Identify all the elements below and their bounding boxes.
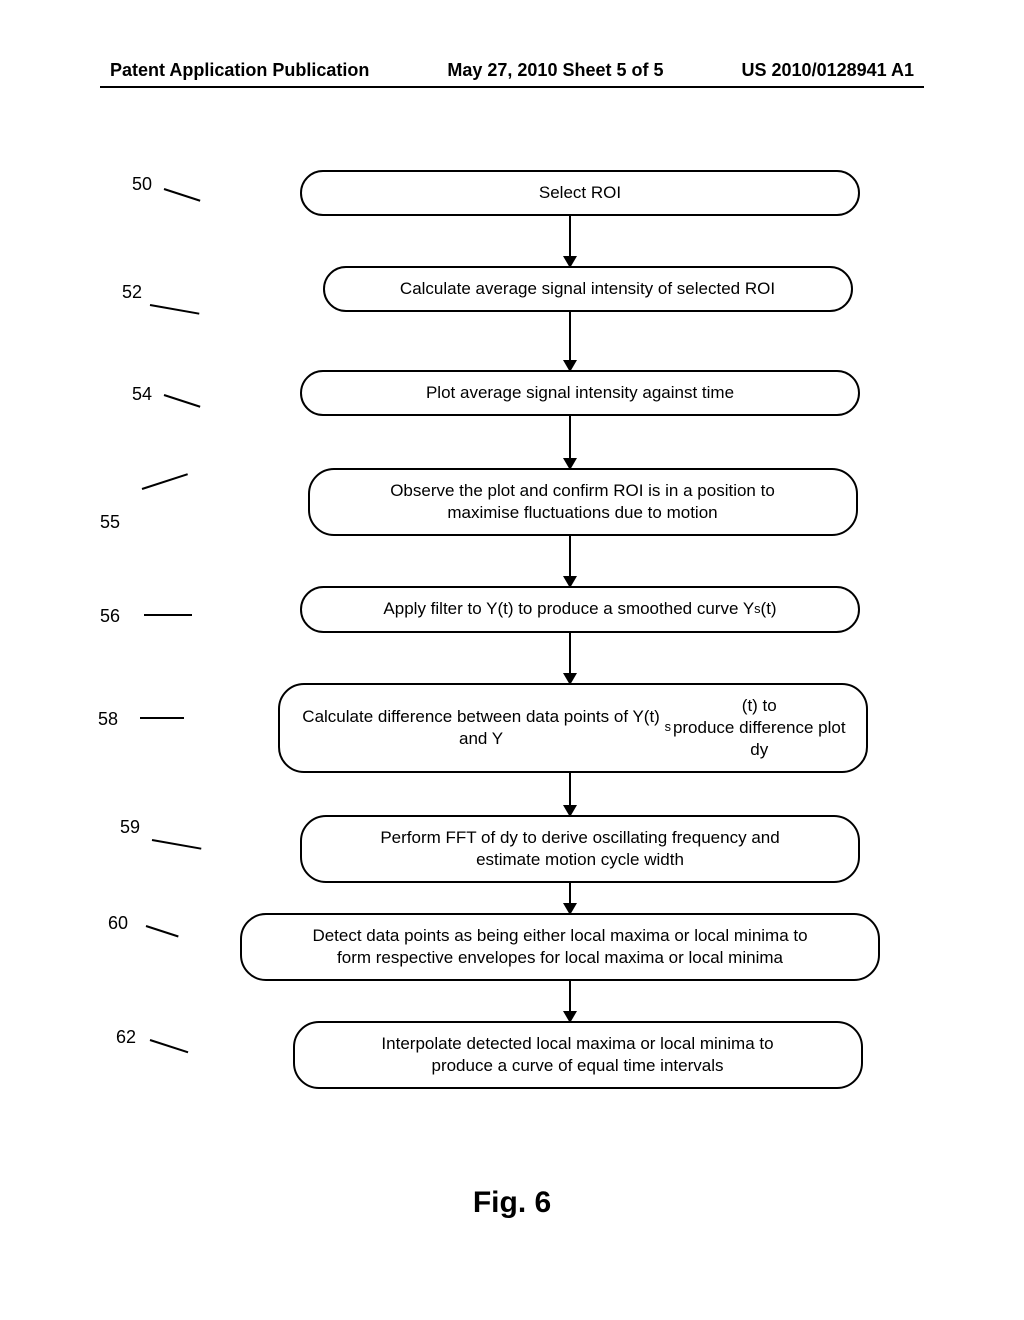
flowchart-step: 55Observe the plot and confirm ROI is in… xyxy=(150,468,870,536)
arrow-down-icon xyxy=(569,416,571,468)
arrow-down-icon xyxy=(569,633,571,683)
step-ref-number: 59 xyxy=(120,817,140,838)
header-rule xyxy=(100,86,924,88)
lead-line xyxy=(164,394,201,408)
flowchart-step: 52Calculate average signal intensity of … xyxy=(150,266,870,312)
arrow-down-icon xyxy=(569,536,571,586)
step-ref-number: 58 xyxy=(98,709,118,730)
step-ref-number: 55 xyxy=(100,512,120,533)
step-box: Detect data points as being either local… xyxy=(240,913,880,981)
lead-line xyxy=(144,614,192,616)
step-box: Interpolate detected local maxima or loc… xyxy=(293,1021,863,1089)
step-ref-number: 62 xyxy=(116,1027,136,1048)
step-ref-number: 60 xyxy=(108,913,128,934)
lead-line xyxy=(142,473,188,490)
arrow-down-icon xyxy=(569,773,571,815)
lead-line xyxy=(164,188,201,202)
step-box: Plot average signal intensity against ti… xyxy=(300,370,860,416)
flow-arrow xyxy=(150,416,870,468)
arrow-down-icon xyxy=(569,216,571,266)
flowchart-step: 62Interpolate detected local maxima or l… xyxy=(150,1021,870,1089)
flowchart-step: 58Calculate difference between data poin… xyxy=(150,683,870,773)
step-box: Observe the plot and confirm ROI is in a… xyxy=(308,468,858,536)
step-box: Select ROI xyxy=(300,170,860,216)
step-box: Perform FFT of dy to derive oscillating … xyxy=(300,815,860,883)
figure-caption: Fig. 6 xyxy=(0,1186,1024,1220)
step-ref-number: 50 xyxy=(132,174,152,195)
lead-line xyxy=(150,1039,189,1053)
lead-line xyxy=(152,839,202,850)
lead-line xyxy=(140,717,184,719)
header-right: US 2010/0128941 A1 xyxy=(742,60,914,81)
flow-arrow xyxy=(150,216,870,266)
arrow-down-icon xyxy=(569,883,571,913)
header-center: May 27, 2010 Sheet 5 of 5 xyxy=(447,60,663,81)
flowchart-step: 59Perform FFT of dy to derive oscillatin… xyxy=(150,815,870,883)
flowchart-container: 50Select ROI 52Calculate average signal i… xyxy=(150,170,870,1089)
step-box: Calculate average signal intensity of se… xyxy=(323,266,853,312)
step-ref-number: 54 xyxy=(132,384,152,405)
flowchart-step: 60Detect data points as being either loc… xyxy=(150,913,870,981)
step-box: Calculate difference between data points… xyxy=(278,683,868,773)
flow-arrow xyxy=(150,773,870,815)
step-ref-number: 56 xyxy=(100,606,120,627)
step-ref-number: 52 xyxy=(122,282,142,303)
flowchart-step: 56Apply filter to Y(t) to produce a smoo… xyxy=(150,586,870,632)
page-header: Patent Application Publication May 27, 2… xyxy=(0,60,1024,81)
step-box: Apply filter to Y(t) to produce a smooth… xyxy=(300,586,860,632)
lead-line xyxy=(146,925,179,937)
arrow-down-icon xyxy=(569,312,571,370)
flow-arrow xyxy=(150,633,870,683)
flowchart-step: 54Plot average signal intensity against … xyxy=(150,370,870,416)
arrow-down-icon xyxy=(569,981,571,1021)
flow-arrow xyxy=(150,883,870,913)
header-left: Patent Application Publication xyxy=(110,60,369,81)
flow-arrow xyxy=(150,981,870,1021)
flow-arrow xyxy=(150,536,870,586)
flow-arrow xyxy=(150,312,870,370)
flowchart-step: 50Select ROI xyxy=(150,170,870,216)
